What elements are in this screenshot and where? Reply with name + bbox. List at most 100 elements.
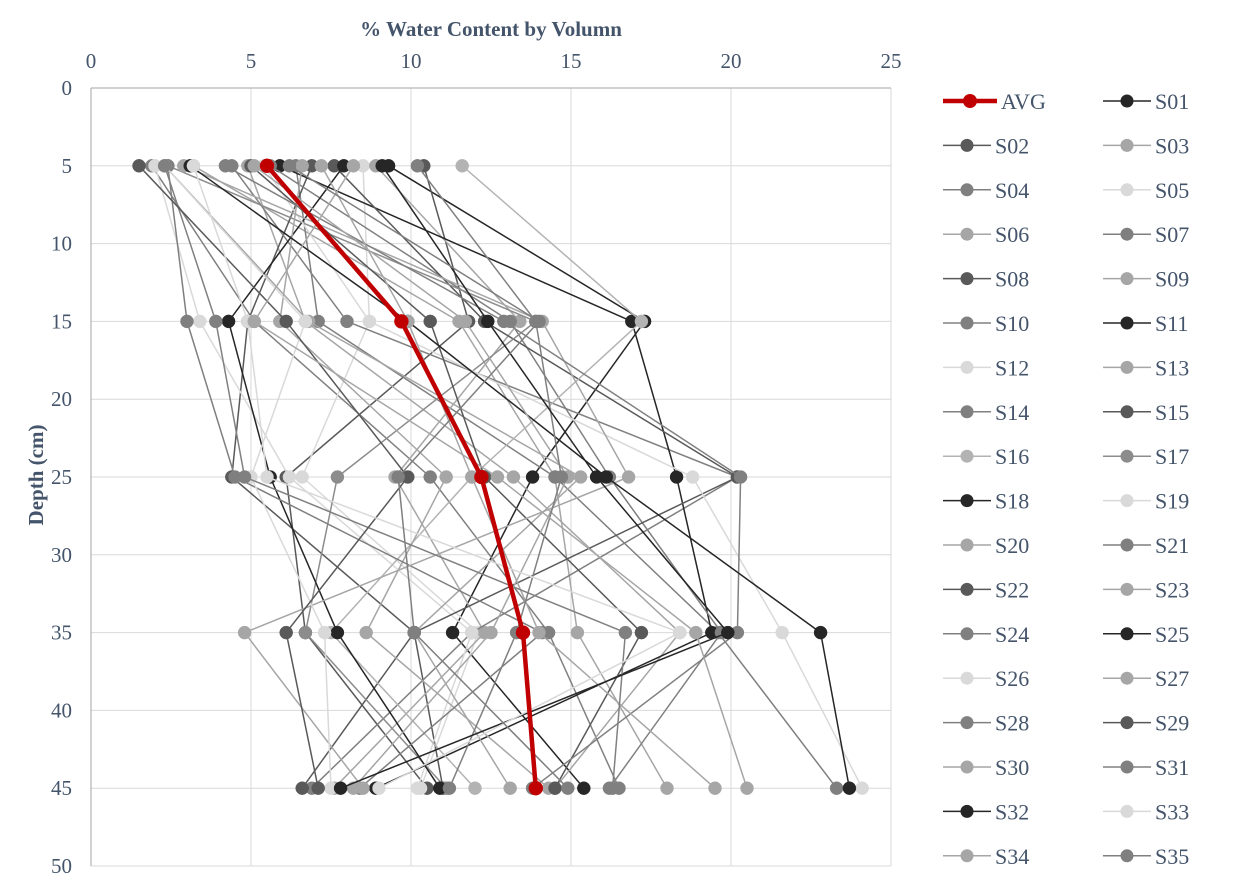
- data-point: [528, 780, 544, 796]
- series-layer: [132, 158, 869, 796]
- legend-marker: [960, 582, 974, 596]
- legend-marker: [1120, 272, 1134, 286]
- data-point: [503, 781, 517, 795]
- y-tick-label: 20: [51, 387, 72, 411]
- legend-label: S24: [995, 622, 1029, 647]
- legend-label: S26: [995, 666, 1029, 691]
- legend-item-s12: S12: [943, 355, 1029, 380]
- legend-label: S06: [995, 222, 1029, 247]
- data-point: [740, 781, 754, 795]
- data-point: [394, 314, 409, 329]
- data-point: [685, 470, 700, 484]
- legend-marker: [960, 405, 974, 419]
- data-point: [439, 470, 453, 484]
- data-point: [458, 314, 473, 329]
- legend-item-s11: S11: [1103, 311, 1188, 336]
- data-point: [157, 159, 172, 173]
- legend-item-s15: S15: [1103, 400, 1189, 425]
- data-point: [813, 625, 828, 640]
- legend-marker: [1120, 494, 1134, 508]
- data-point: [577, 781, 591, 795]
- x-tick-label: 5: [246, 49, 257, 73]
- y-tick-label: 10: [51, 232, 72, 256]
- data-point: [634, 625, 649, 640]
- legend-marker: [1120, 760, 1134, 774]
- legend-item-s35: S35: [1103, 844, 1189, 869]
- legend-item-s18: S18: [943, 489, 1029, 514]
- series-s35: [282, 159, 575, 795]
- y-tick-label: 35: [51, 621, 72, 645]
- data-point: [775, 625, 789, 640]
- legend-marker: [1120, 405, 1134, 419]
- series-s12: [148, 159, 479, 795]
- data-point: [333, 781, 348, 795]
- data-point: [634, 314, 649, 329]
- data-point: [465, 625, 479, 640]
- legend-label: S19: [1155, 489, 1189, 514]
- legend-item-s16: S16: [943, 444, 1029, 469]
- series-s01: [381, 159, 652, 795]
- y-tick-label: 50: [51, 854, 72, 878]
- legend-marker: [1120, 671, 1134, 685]
- data-point: [497, 314, 511, 329]
- legend-label: S08: [995, 267, 1029, 292]
- legend-marker: [1120, 716, 1134, 730]
- legend-item-s02: S02: [943, 133, 1029, 158]
- y-tick-label: 15: [51, 309, 72, 333]
- legend-item-s10: S10: [943, 311, 1029, 336]
- data-point: [605, 781, 620, 795]
- legend-label: S09: [1155, 267, 1189, 292]
- legend-marker: [960, 716, 974, 730]
- data-point: [221, 314, 236, 329]
- legend-item-s03: S03: [1103, 133, 1189, 158]
- legend-item-s26: S26: [943, 666, 1029, 691]
- y-tick-label: 25: [51, 465, 72, 489]
- data-point: [721, 625, 735, 640]
- legend-label: S07: [1155, 222, 1189, 247]
- legend-label: S29: [1155, 711, 1189, 736]
- data-point: [506, 470, 521, 484]
- data-point: [474, 469, 489, 485]
- legend-marker: [1120, 582, 1134, 596]
- axes: 0 5 10 15 20 25 0 5 10 15 20 25 30 35 40 45 50: [51, 49, 902, 878]
- legend-marker: [960, 538, 974, 552]
- data-point: [423, 314, 437, 329]
- data-point: [618, 625, 633, 640]
- legend-item-s31: S31: [1103, 755, 1189, 780]
- data-point: [423, 470, 437, 484]
- data-point: [330, 625, 345, 640]
- data-point: [298, 314, 313, 329]
- series-s33: [186, 159, 687, 795]
- legend-marker: [960, 627, 974, 641]
- legend: AVG S01 S02 S03 S04 S05 S06 S07 S08 S09 S10 S11 S12 S…: [943, 89, 1189, 869]
- legend-marker: [963, 94, 977, 108]
- legend-label: S11: [1155, 311, 1188, 336]
- data-point: [218, 159, 233, 173]
- legend-item-s20: S20: [943, 533, 1029, 558]
- legend-label: S05: [1155, 178, 1189, 203]
- legend-item-s07: S07: [1103, 222, 1189, 247]
- data-point: [295, 470, 309, 484]
- data-point: [317, 625, 332, 640]
- legend-item-s22: S22: [943, 577, 1029, 602]
- legend-label: S14: [995, 400, 1029, 425]
- data-point: [298, 625, 313, 640]
- data-point: [132, 159, 146, 173]
- legend-item-s08: S08: [943, 267, 1029, 292]
- legend-marker: [960, 272, 974, 286]
- data-point: [532, 314, 546, 329]
- data-point: [673, 625, 687, 640]
- legend-item-s30: S30: [943, 755, 1029, 780]
- data-point: [410, 781, 425, 795]
- data-point: [589, 470, 604, 484]
- y-tick-label: 45: [51, 776, 72, 800]
- legend-label: S21: [1155, 533, 1189, 558]
- data-point: [330, 470, 345, 484]
- data-point: [442, 781, 457, 795]
- legend-item-s27: S27: [1103, 666, 1189, 691]
- y-tick-label: 5: [62, 154, 73, 178]
- data-point: [193, 314, 207, 329]
- legend-marker: [960, 227, 974, 241]
